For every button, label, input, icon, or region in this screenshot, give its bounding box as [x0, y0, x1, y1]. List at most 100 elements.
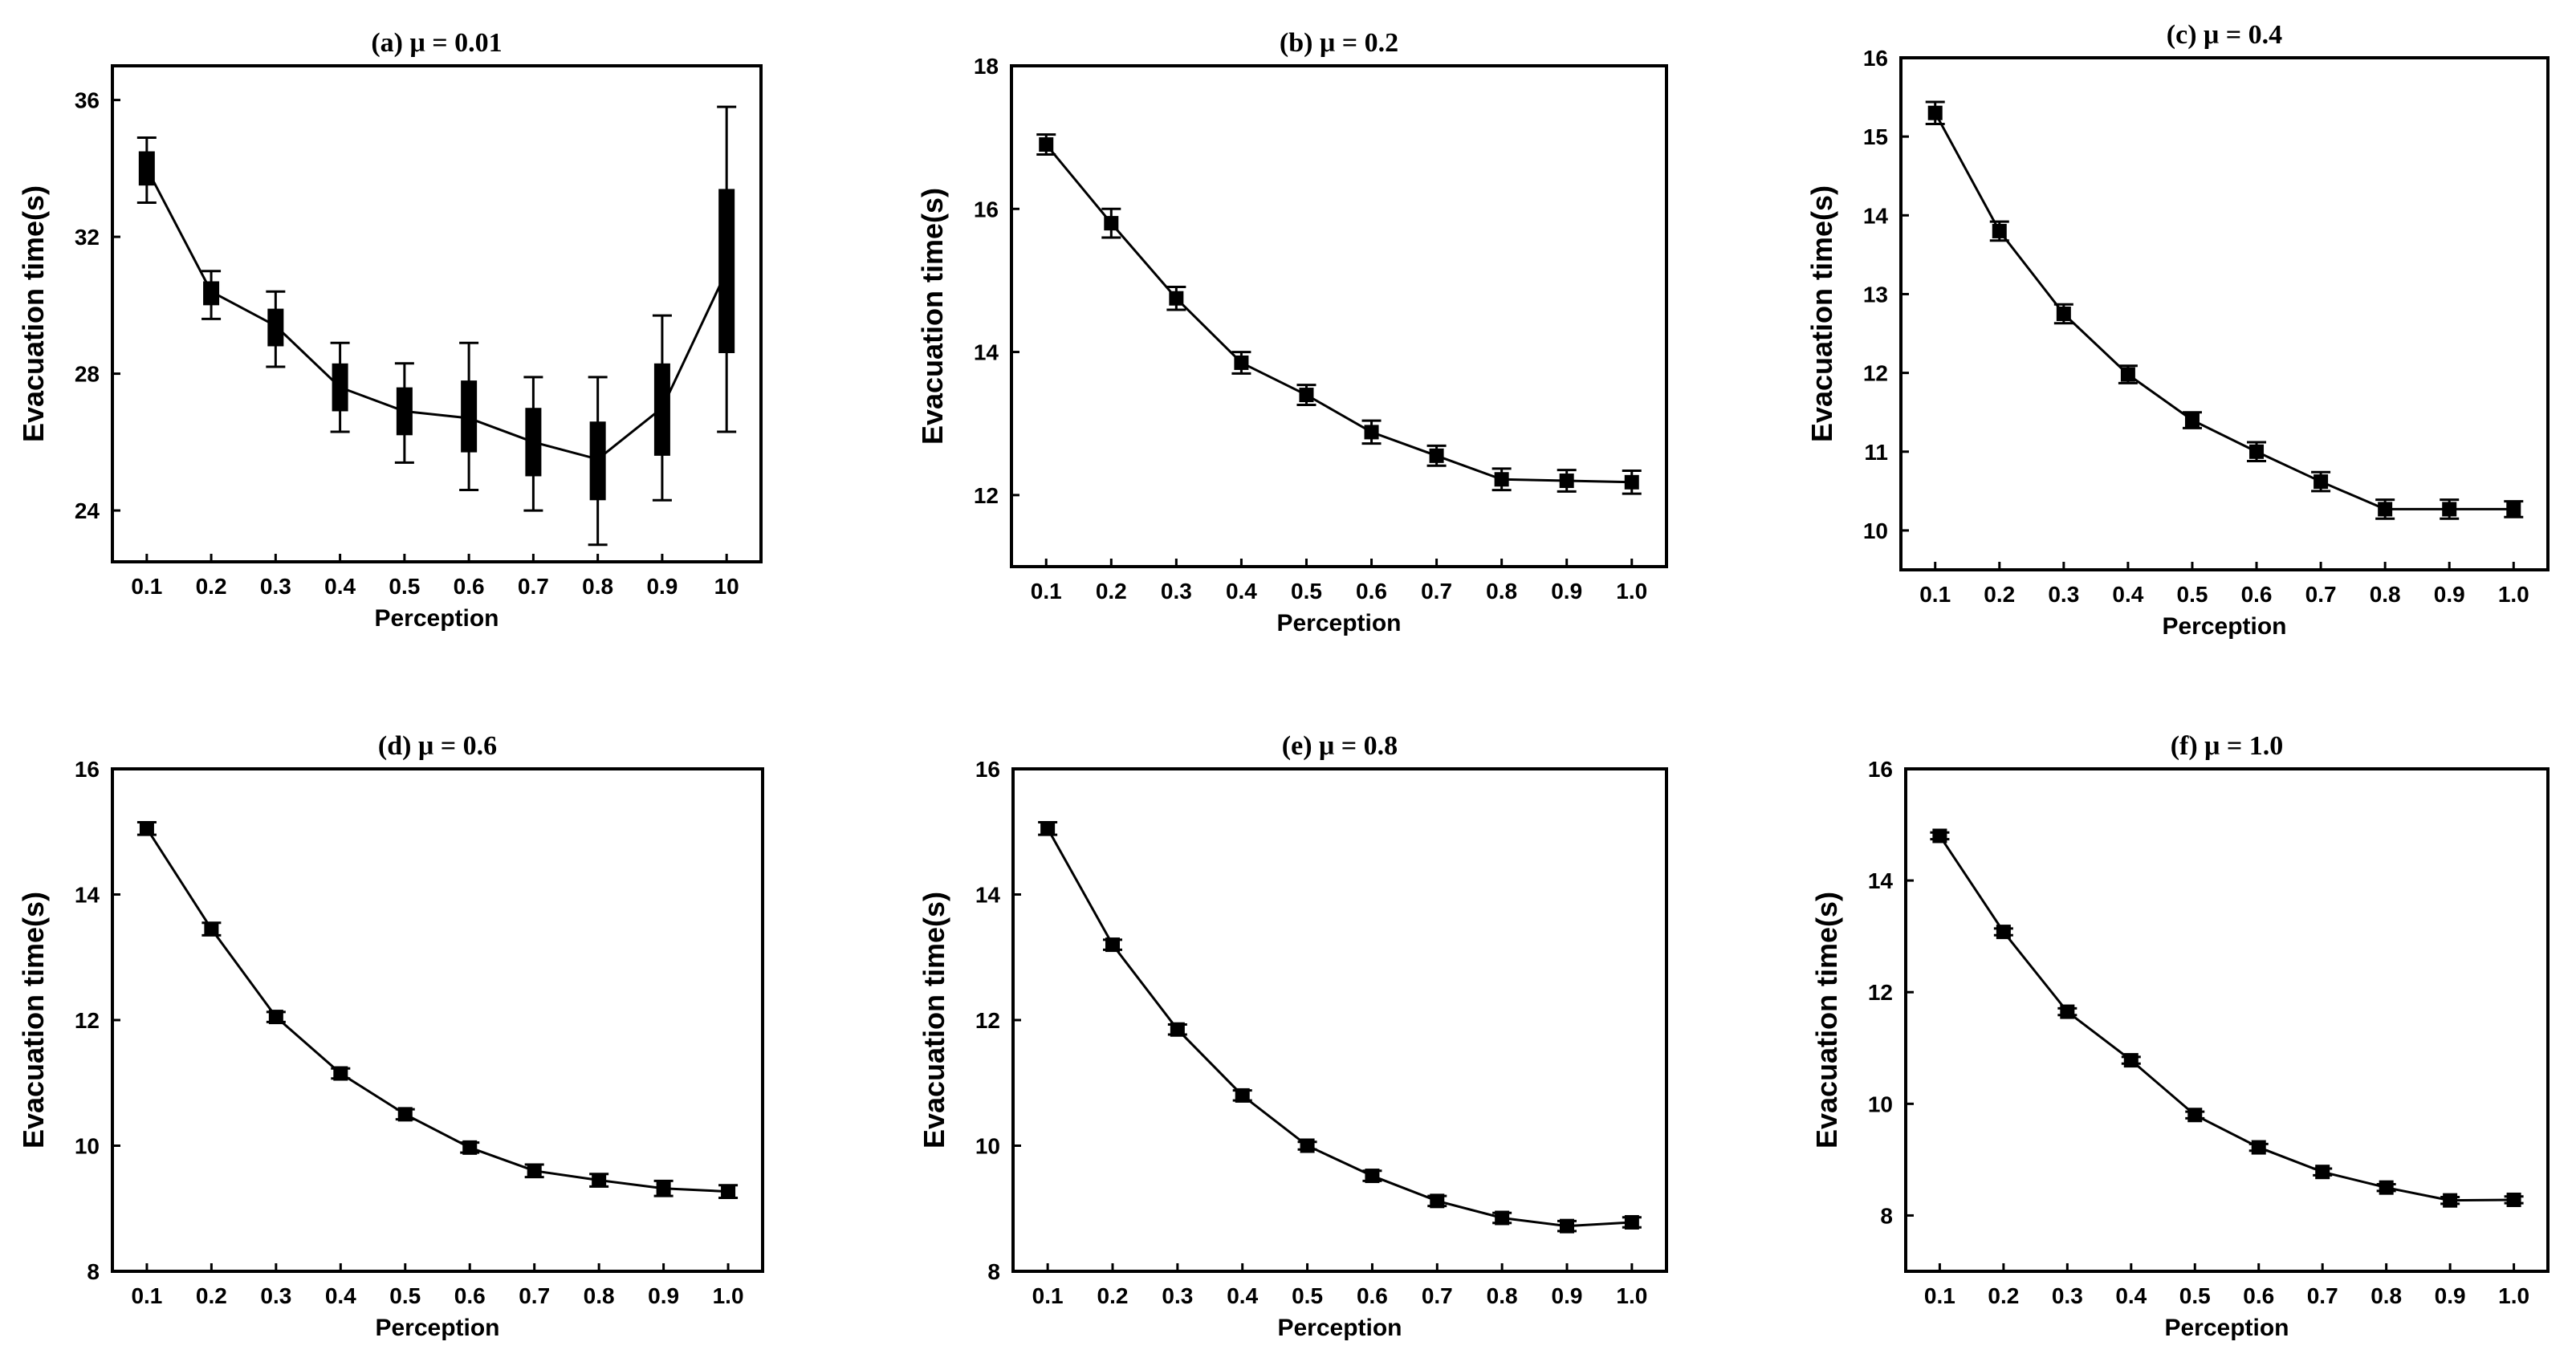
panel-5-ytick-label-2: 12: [1868, 980, 1893, 1005]
panel-1-xtick-label-7: 0.8: [1486, 579, 1517, 604]
panel-5-series-line: [1939, 835, 2514, 1202]
panel-4-point-7: [1495, 1210, 1510, 1226]
panel-0-ytick-label-1: 28: [75, 362, 100, 387]
panel-4-point-6: [1430, 1193, 1445, 1209]
panel-4-xtick-label-3: 0.4: [1227, 1283, 1258, 1308]
panel-4-point-0: [1040, 821, 1056, 836]
panel-5-xtick-label-6: 0.7: [2307, 1283, 2338, 1308]
panel-1: (b) μ = 0.2 12 14 16 18 0.1 0.2 0.3 0.4 0.5 0.6 0.7…: [916, 28, 1668, 636]
panel-0-xtick-label-3: 0.4: [324, 574, 356, 599]
panel-5-ytick-label-4: 16: [1868, 757, 1893, 782]
panel-4-ytick-label-2: 12: [975, 1008, 1000, 1033]
panel-4-ytick-label-1: 10: [975, 1134, 1000, 1159]
panel-3-xlabel: Perception: [375, 1315, 499, 1341]
panel-1-ytick-label-2: 16: [974, 197, 999, 222]
panel-4-series-line: [1046, 827, 1632, 1228]
panel-1-xtick-label-3: 0.4: [1226, 579, 1257, 604]
panel-4-point-3: [1235, 1088, 1250, 1103]
panel-5-point-7: [2379, 1180, 2394, 1195]
panel-2-point-4: [2184, 413, 2200, 428]
panel-4-xtick-label-2: 0.3: [1162, 1283, 1193, 1308]
panel-5-point-3: [2123, 1053, 2139, 1068]
panel-3-ylabel: Evacuation time(s): [17, 892, 50, 1148]
panel-2-xtick-label-9: 1.0: [2498, 582, 2529, 607]
panel-0-ytick-label-2: 32: [75, 225, 100, 250]
panel-2-ytick-label-3: 13: [1863, 282, 1888, 307]
panel-1-xtick-label-2: 0.3: [1161, 579, 1192, 604]
panel-5-point-9: [2506, 1192, 2521, 1207]
panel-1-xtick-label-0: 0.1: [1031, 579, 1062, 604]
panel-1-series-line: [1045, 144, 1632, 484]
panel-5-ytick-label-0: 8: [1880, 1203, 1893, 1228]
panel-3-point-8: [656, 1181, 671, 1196]
panel-5-point-2: [2060, 1004, 2075, 1019]
panel-2-point-5: [2249, 444, 2265, 459]
panel-0-plot-frame: [111, 64, 763, 563]
panel-0: (a) μ = 0.01 24 28 32 36 0.1 0.2 0.3 0.4 0.5 0.6 0.…: [17, 28, 763, 632]
panel-5-xtick-label-9: 1.0: [2498, 1283, 2529, 1308]
panel-0-xtick-label-1: 0.2: [196, 574, 227, 599]
panel-2-point-2: [2056, 307, 2071, 321]
panel-1-ytick-label-3: 18: [974, 54, 999, 79]
panel-2-xtick-label-1: 0.2: [1984, 582, 2015, 607]
panel-3-ytick-label-2: 12: [75, 1008, 100, 1033]
panel-3-xtick-label-8: 0.9: [648, 1283, 679, 1308]
panel-3-point-2: [268, 1010, 283, 1025]
panel-0-ytick-label-0: 24: [75, 498, 100, 523]
panel-2-point-1: [1992, 223, 2007, 238]
panel-3-xtick-label-1: 0.2: [196, 1283, 227, 1308]
panel-0-point-3: [332, 363, 348, 412]
panel-2-series-line: [1934, 112, 2514, 510]
panel-1-point-7: [1494, 472, 1509, 487]
panel-4-point-1: [1105, 937, 1120, 953]
panel-2-ylabel: Evacuation time(s): [1805, 185, 1838, 442]
panel-5-xtick-label-1: 0.2: [1988, 1283, 2019, 1308]
panel-0-series-line: [145, 168, 728, 461]
panel-3-xtick-label-6: 0.7: [519, 1283, 550, 1308]
panel-2: (c) μ = 0.4 10 11 12 13 14 15 16 0.1 0.2 0.3 0.4 0.5…: [1805, 20, 2550, 640]
panel-2-xtick-label-2: 0.3: [2048, 582, 2079, 607]
panel-4-ytick-label-0: 8: [987, 1259, 1000, 1284]
panel-1-xlabel: Perception: [1276, 610, 1401, 636]
panel-4-point-9: [1624, 1214, 1639, 1230]
panel-5-xlabel: Perception: [2164, 1315, 2289, 1341]
panel-2-xlabel: Perception: [2162, 613, 2286, 640]
panel-2-point-9: [2506, 502, 2521, 517]
panel-5-xtick-label-5: 0.6: [2243, 1283, 2274, 1308]
panel-1-point-5: [1364, 425, 1379, 440]
panel-5-xtick-label-0: 0.1: [1924, 1283, 1955, 1308]
panel-2-xtick-label-0: 0.1: [1919, 582, 1951, 607]
panel-1-ytick-label-1: 14: [974, 340, 999, 365]
panel-0-point-7: [589, 421, 606, 501]
panel-5-point-4: [2187, 1108, 2203, 1123]
panel-1-xtick-label-1: 0.2: [1096, 579, 1127, 604]
panel-1-xtick-label-6: 0.7: [1421, 579, 1452, 604]
panel-5-point-8: [2443, 1193, 2458, 1208]
panel-2-xtick-label-8: 0.9: [2434, 582, 2465, 607]
panel-0-point-0: [138, 151, 155, 186]
panel-5-xtick-label-4: 0.5: [2179, 1283, 2211, 1308]
panel-4-xtick-label-1: 0.2: [1097, 1283, 1129, 1308]
panel-4-xtick-label-8: 0.9: [1552, 1283, 1583, 1308]
panel-2-ytick-label-4: 14: [1863, 203, 1889, 228]
panel-5-point-6: [2315, 1165, 2330, 1180]
panel-4-point-8: [1560, 1218, 1575, 1234]
panel-5: (f) μ = 1.0 8 10 12 14 16 0.1 0.2 0.3 0.4 0.5 0.6 0.…: [1810, 731, 2550, 1341]
panel-2-xtick-label-5: 0.6: [2241, 582, 2273, 607]
panel-3-xtick-label-7: 0.8: [584, 1283, 615, 1308]
panel-1-xtick-label-5: 0.6: [1356, 579, 1387, 604]
panel-3-point-4: [397, 1107, 413, 1122]
panel-0-ytick-label-3: 36: [75, 88, 100, 113]
panel-0-xtick-label-5: 0.6: [454, 574, 485, 599]
panel-1-point-4: [1299, 388, 1314, 403]
panel-3-xtick-label-0: 0.1: [131, 1283, 162, 1308]
panel-5-point-5: [2251, 1140, 2266, 1155]
panel-1-point-9: [1624, 474, 1639, 490]
panel-4: (e) μ = 0.8 8 10 12 14 16 0.1 0.2 0.3 0.4 0.5 0.6 0.…: [918, 731, 1668, 1341]
panel-2-ytick-label-1: 11: [1864, 440, 1888, 465]
panel-0-xtick-label-9: 10: [714, 574, 739, 599]
panel-1-point-0: [1039, 137, 1054, 152]
panel-5-xtick-label-2: 0.3: [2052, 1283, 2083, 1308]
panel-1-point-3: [1234, 355, 1249, 370]
